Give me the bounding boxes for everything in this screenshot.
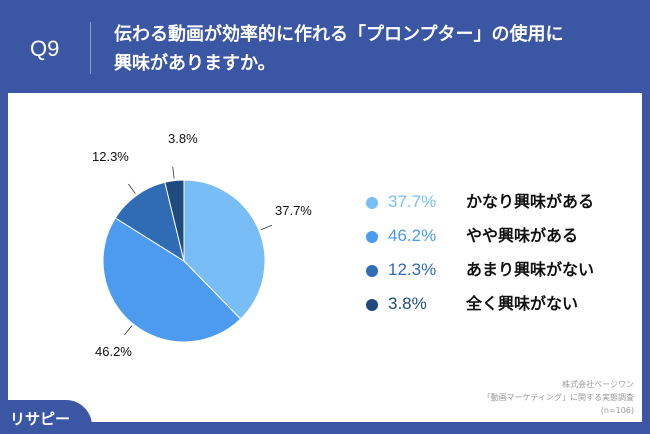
- data-label: 46.2%: [95, 344, 132, 359]
- source-note: 株式会社ページワン「動画マーケティング」に関する実態調査 (n=106): [483, 378, 634, 417]
- pie-slice: [114, 181, 185, 263]
- question-title: 伝わる動画が効率的に作れる「プロンプター」の使用に 興味がありますか。: [114, 20, 614, 78]
- logo: リサピー: [0, 400, 92, 434]
- legend-item: 37.7% かなり興味がある: [366, 188, 594, 212]
- legend-percent: 12.3%: [388, 260, 437, 279]
- legend-item: 12.3% あまり興味がない: [366, 256, 594, 280]
- leader-line: [124, 325, 133, 336]
- legend-swatch: [366, 264, 378, 277]
- legend-percent: 3.8%: [388, 294, 427, 313]
- legend-percent: 46.2%: [388, 226, 437, 245]
- leader-line: [128, 183, 136, 194]
- legend-swatch: [366, 230, 378, 243]
- data-label: 37.7%: [275, 203, 312, 218]
- legend-item: 3.8% 全く興味がない: [366, 290, 578, 314]
- data-label: 3.8%: [168, 131, 198, 146]
- leader-line: [260, 224, 273, 231]
- source-line: 株式会社ページワン: [562, 380, 634, 389]
- data-label: 12.3%: [92, 149, 129, 164]
- legend-swatch: [366, 298, 378, 311]
- sample-size: (n=106): [600, 406, 634, 415]
- legend-swatch: [366, 196, 378, 209]
- pie-slice: [183, 179, 266, 320]
- title-line-1: 伝わる動画が効率的に作れる「プロンプター」の使用に: [114, 24, 564, 45]
- pie-slice: [102, 217, 242, 343]
- question-number: Q9: [30, 36, 60, 61]
- title-line-2: 興味がありますか。: [114, 53, 276, 74]
- divider: [90, 22, 91, 74]
- legend-item: 46.2% やや興味がある: [366, 222, 578, 246]
- source-line: 「動画マーケティング」に関する実態調査: [482, 393, 634, 402]
- legend-percent: 37.7%: [388, 192, 437, 211]
- logo-text: リサピー: [10, 410, 71, 428]
- legend-label: やや興味がある: [466, 226, 579, 245]
- legend-label: 全く興味がない: [466, 294, 579, 313]
- leader-line: [172, 166, 175, 179]
- legend-label: あまり興味がない: [466, 260, 595, 279]
- pie-slice: [164, 179, 185, 262]
- legend-label: かなり興味がある: [466, 192, 595, 211]
